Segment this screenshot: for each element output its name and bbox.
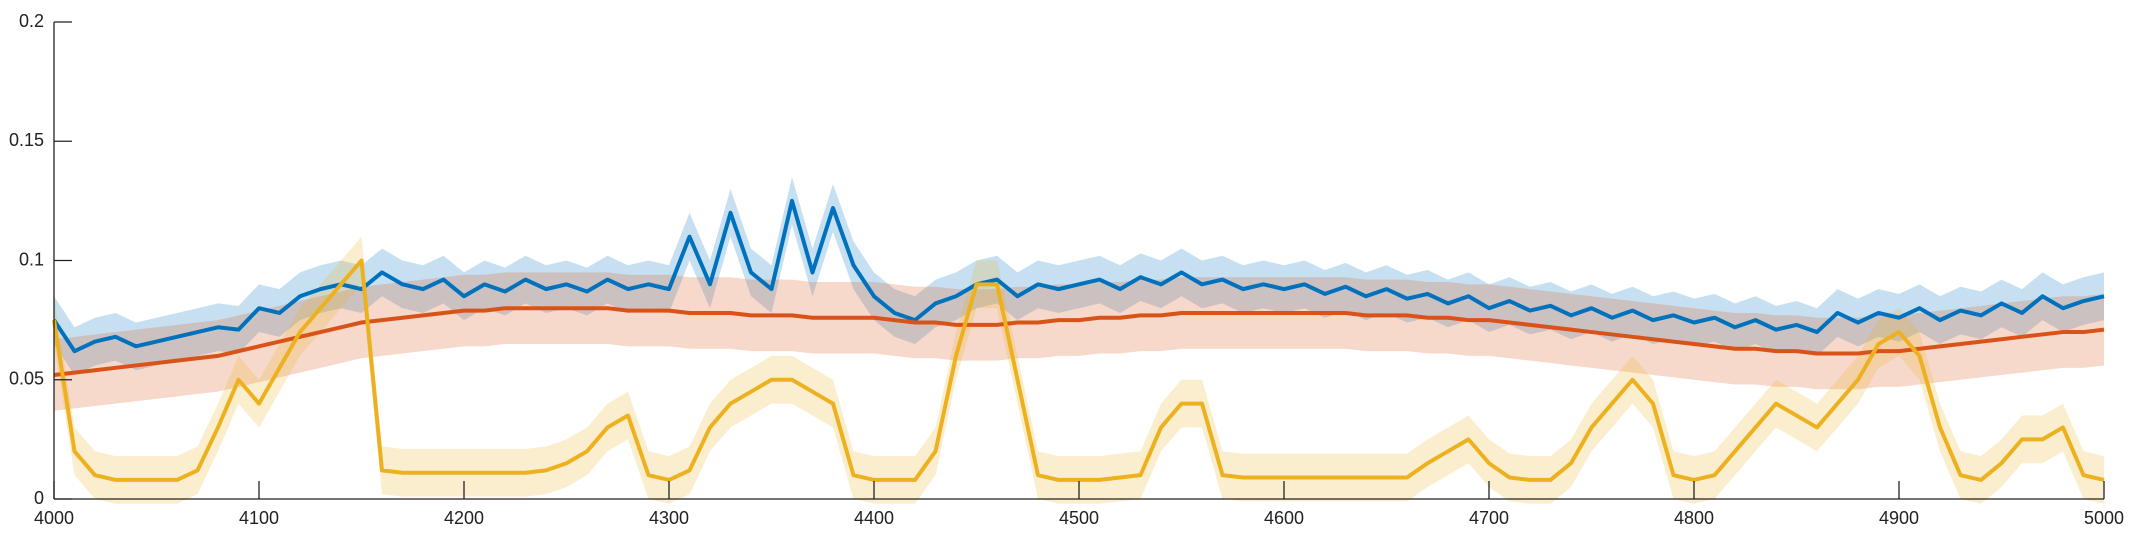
x-tick-label: 4700 xyxy=(1469,508,1509,528)
x-tick-label: 4800 xyxy=(1674,508,1714,528)
confidence-band xyxy=(54,272,2104,411)
x-tick-label: 4500 xyxy=(1059,508,1099,528)
y-tick-label: 0.15 xyxy=(9,130,44,150)
x-tick-label: 4100 xyxy=(239,508,279,528)
x-tick-label: 4400 xyxy=(854,508,894,528)
x-tick-label: 5000 xyxy=(2084,508,2124,528)
x-tick-label: 4200 xyxy=(444,508,484,528)
confidence-band xyxy=(54,236,2104,504)
y-tick-label: 0.1 xyxy=(19,249,44,269)
x-tick-label: 4300 xyxy=(649,508,689,528)
series-line xyxy=(52,258,2105,482)
y-tick-label: 0.05 xyxy=(9,369,44,389)
series-line xyxy=(53,306,2105,377)
x-tick-label: 4900 xyxy=(1879,508,1919,528)
x-tick-label: 4000 xyxy=(34,508,74,528)
y-tick-label: 0.2 xyxy=(19,11,44,31)
series-line xyxy=(52,198,2105,354)
y-tick-label: 0 xyxy=(34,488,44,508)
confidence-band xyxy=(54,177,2104,375)
x-tick-label: 4600 xyxy=(1264,508,1304,528)
